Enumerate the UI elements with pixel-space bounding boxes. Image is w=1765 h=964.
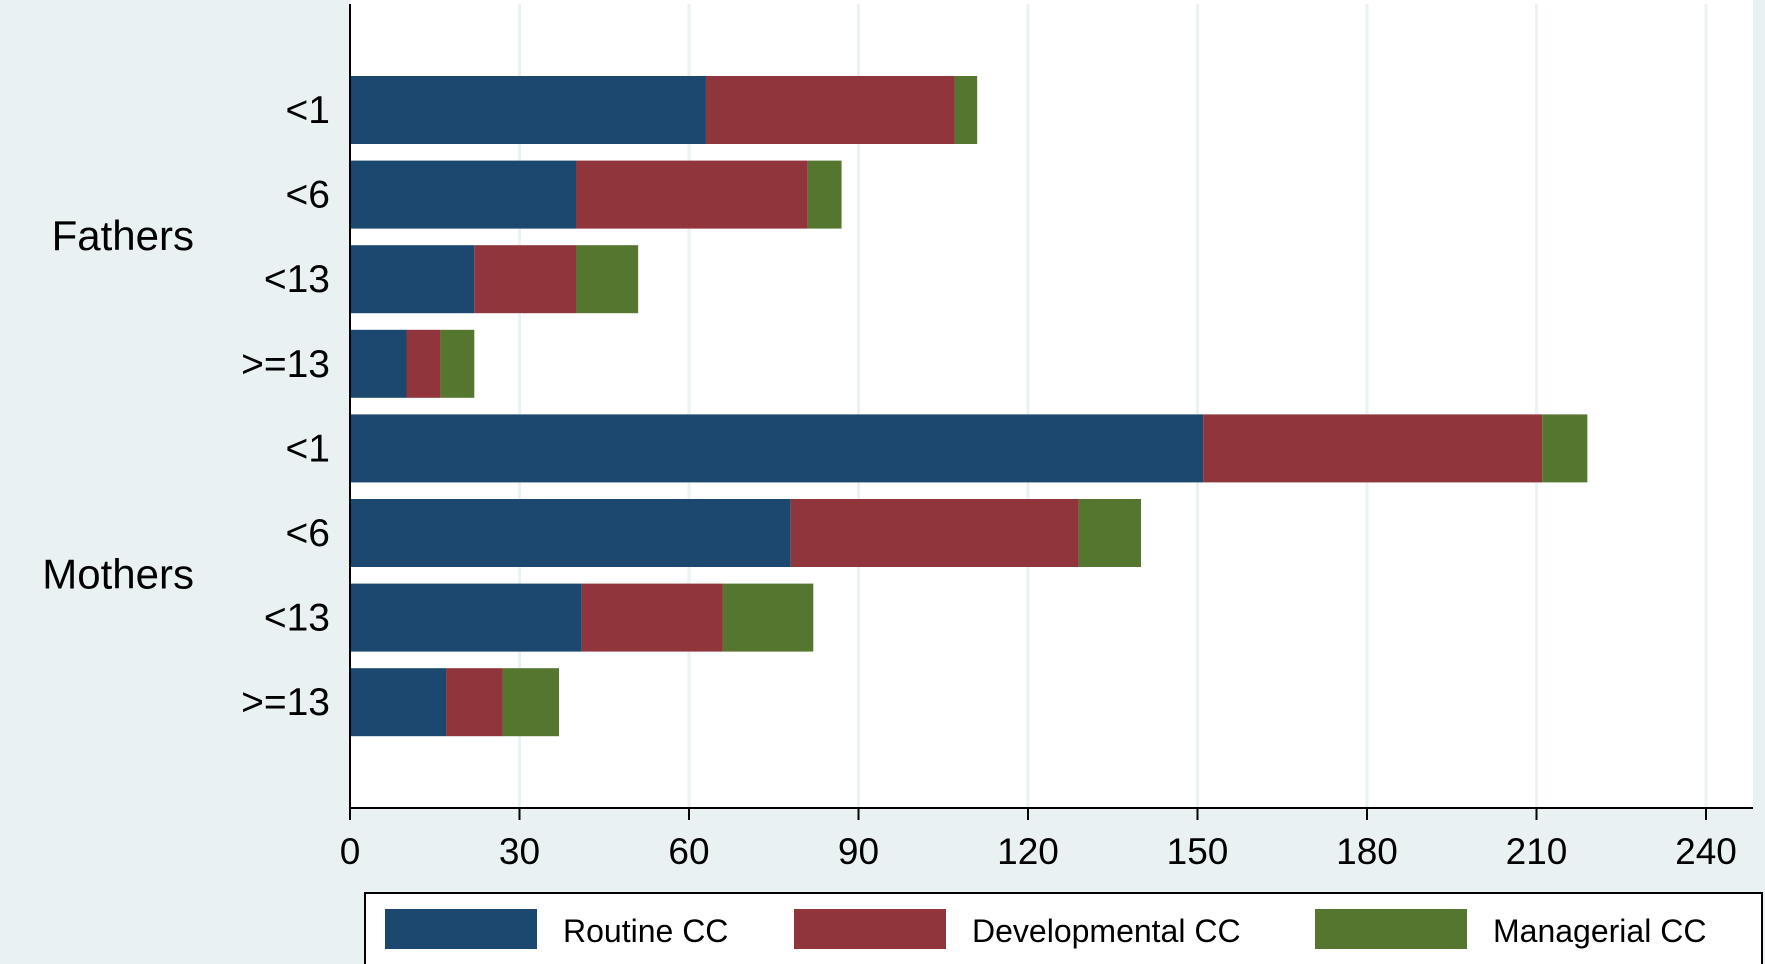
bar-segment [954,76,978,144]
bar-segment [790,499,1079,567]
legend-box [364,892,1763,964]
bar-segment [1078,499,1141,567]
bar-segment [807,160,842,229]
x-tick-label: 60 [668,831,709,872]
bar-segment [350,668,447,737]
category-label: <1 [286,427,330,470]
bar-segment [576,245,639,314]
bar-segment [350,499,791,567]
x-tick-label: 210 [1506,831,1568,872]
x-tick-label: 120 [997,831,1059,872]
bar-segment [350,583,582,652]
category-label: <13 [264,258,330,301]
bar-segment [502,668,560,737]
bar-segment [474,245,576,314]
x-tick-label: 0 [340,831,361,872]
bar-segment [446,668,503,737]
category-label: <13 [264,597,330,640]
legend-label: Routine CC [563,913,728,949]
group-label: Mothers [42,550,194,597]
legend-swatch [385,909,537,949]
category-label: <1 [286,89,330,132]
x-tick-label: 240 [1675,831,1737,872]
x-tick-label: 150 [1167,831,1229,872]
bar-segment [350,160,576,229]
x-tick-label: 90 [838,831,879,872]
x-axis-ticks: 0 30 60 90 120 150 180 210 240 [340,808,1737,872]
category-label: <6 [286,174,330,217]
x-tick-label: 30 [499,831,540,872]
bar-segment [1542,414,1588,483]
legend-swatch [794,909,946,949]
legend: Routine CC Developmental CC Managerial CC [364,892,1763,964]
bar-segment [350,414,1204,483]
category-label: >=13 [241,343,330,386]
bar-segment [440,329,475,398]
bars [350,76,1588,737]
bar-segment [722,583,814,652]
category-label: >=13 [241,681,330,724]
bar-segment [705,76,955,144]
y-axis-labels: <1 <6 <13 >=13 Fathers <1 <6 <13 >=13 Mothers [42,89,330,724]
bar-segment [350,76,706,144]
category-label: <6 [286,512,330,555]
x-tick-label: 180 [1336,831,1398,872]
legend-swatch [1315,909,1467,949]
legend-label: Managerial CC [1493,913,1706,949]
bar-segment [350,329,407,398]
bar-segment [350,245,475,314]
bar-segment [1203,414,1543,483]
bar-segment [576,160,808,229]
bar-segment [581,583,723,652]
group-label: Fathers [52,212,194,259]
bar-segment [406,329,441,398]
legend-label: Developmental CC [972,913,1241,949]
